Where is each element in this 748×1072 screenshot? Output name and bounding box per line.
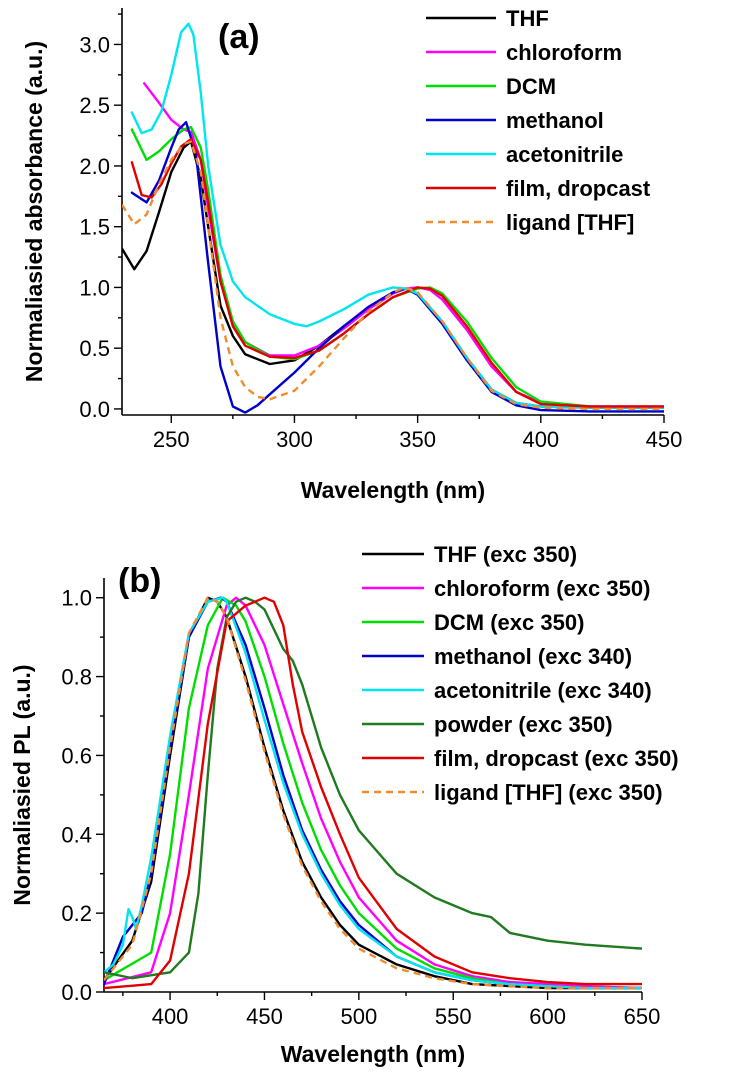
legend-label: powder (exc 350) [434,712,613,737]
y-tick-label: 0.0 [61,980,92,1005]
y-tick-label: 0.4 [61,822,92,847]
x-tick-label: 350 [399,427,436,452]
y-axis-title: Normaliasied absorbance (a.u.) [21,41,47,382]
series-line-acetonitrile-exc-340 [104,596,642,990]
panel-label: (b) [118,562,161,600]
legend-label: ligand [THF] (exc 350) [434,780,663,805]
legend-label: methanol (exc 340) [434,644,632,669]
x-axis-title: Wavelength (nm) [301,477,485,503]
x-tick-label: 550 [435,1004,472,1029]
legend-label: THF (exc 350) [434,542,577,567]
y-tick-label: 0.5 [79,336,110,361]
chart-panel-b: 400 450 500 550 600 650 0.0 0.2 0.4 0.6 0.8 1.0 Wave… [9,542,679,1067]
y-tick-label: 2.5 [79,93,110,118]
chart-panel-a: 250 300 350 400 450 0.0 0.5 1.0 1.5 2.0 2.5 3.0 Wave… [21,6,682,503]
x-tick-label: 300 [276,427,313,452]
x-tick-label: 250 [153,427,190,452]
series-line-chloroform-exc-350 [104,596,642,990]
x-tick-label: 650 [624,1004,661,1029]
series-line-dcm [130,125,664,409]
legend-label: film, dropcast [506,176,651,201]
x-tick-label: 500 [340,1004,377,1029]
legend-label: chloroform (exc 350) [434,576,650,601]
series-line-film-dropcast-exc-350 [104,596,642,990]
x-tick-label: 600 [529,1004,566,1029]
y-tick-label: 1.0 [79,275,110,300]
y-tick-label: 0.2 [61,901,92,926]
y-tick-label: 0.6 [61,743,92,768]
y-tick-label: 1.5 [79,215,110,240]
legend-label: acetonitrile (exc 340) [434,678,652,703]
series-line-ligand-thf [122,140,664,411]
x-tick-label: 400 [522,427,559,452]
series-line-ligand-thf-exc-350 [104,596,642,990]
legend: THF chloroform DCM methanol acetonitrile film… [426,6,651,235]
series-line-powder-exc-350 [104,596,642,980]
series-line-acetonitrile [130,22,664,409]
y-tick-label: 2.0 [79,154,110,179]
legend-label: acetonitrile [506,142,623,167]
x-tick-label: 450 [646,427,683,452]
x-axis-title: Wavelength (nm) [281,1041,465,1067]
legend-label: chloroform [506,40,622,65]
y-tick-label: 1.0 [61,586,92,611]
legend-label: ligand [THF] [506,210,634,235]
y-tick-label: 0.0 [79,397,110,422]
legend-label: DCM (exc 350) [434,610,584,635]
legend-label: methanol [506,108,604,133]
y-tick-label: 0.8 [61,665,92,690]
y-axis-title: Normaliasied PL (a.u.) [9,664,35,905]
y-tick-label: 3.0 [79,32,110,57]
legend-label: THF [506,6,549,31]
legend: THF (exc 350) chloroform (exc 350) DCM (ex… [362,542,679,805]
x-tick-label: 400 [152,1004,189,1029]
series-line-film-dropcast [130,137,664,408]
legend-label: DCM [506,74,556,99]
panel-label: (a) [218,18,260,56]
x-tick-label: 450 [246,1004,283,1029]
legend-label: film, dropcast (exc 350) [434,746,679,771]
